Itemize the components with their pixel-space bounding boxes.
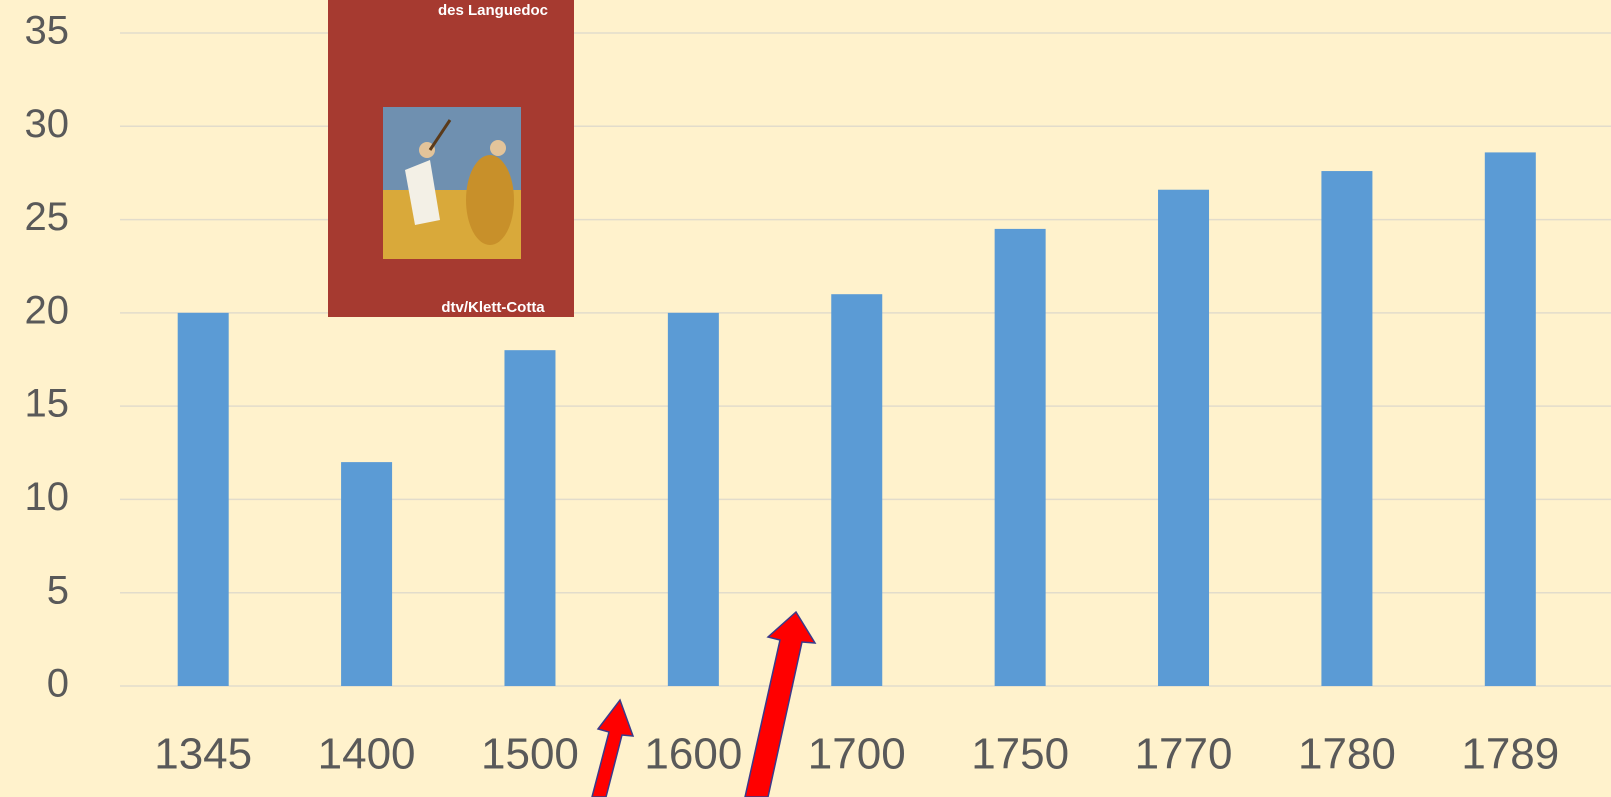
x-tick-label: 1700 — [808, 730, 906, 779]
y-tick-label: 30 — [25, 102, 70, 146]
x-tick-label: 1770 — [1135, 730, 1233, 779]
bars — [177, 152, 1536, 687]
cover-publisher: dtv/Klett-Cotta — [441, 299, 545, 316]
figure — [405, 160, 440, 225]
x-tick-label: 1750 — [971, 730, 1069, 779]
y-tick-label: 25 — [25, 195, 70, 239]
x-tick-label: 1789 — [1461, 730, 1559, 779]
head — [490, 140, 506, 156]
arrow — [744, 610, 817, 797]
arrows — [591, 610, 817, 797]
bar — [831, 294, 883, 686]
bar — [504, 350, 556, 686]
x-tick-label: 1500 — [481, 730, 579, 779]
cover-title: des Languedoc — [438, 2, 548, 19]
y-tick-label: 10 — [25, 475, 70, 519]
y-tick-label: 0 — [47, 662, 69, 706]
bar — [341, 462, 393, 686]
y-tick-label: 35 — [25, 9, 70, 53]
bar — [1484, 152, 1536, 687]
x-tick-label: 1400 — [318, 730, 416, 779]
x-tick-label: 1345 — [154, 730, 252, 779]
x-tick-label: 1600 — [644, 730, 742, 779]
y-tick-label: 20 — [25, 288, 70, 332]
labels: 0 5 10 15 20 25 30 35 1345 1400 1500 1600 1700 1750 17… — [25, 9, 1560, 779]
bar — [994, 228, 1046, 686]
book-cover: des Languedoc dtv/Klett-Cotta — [328, 0, 574, 317]
arrow — [591, 698, 635, 797]
y-tick-label: 5 — [47, 568, 69, 612]
bar — [177, 312, 229, 686]
bar — [667, 312, 719, 686]
bar — [1158, 189, 1210, 686]
bar — [1321, 171, 1373, 686]
flail — [428, 119, 452, 151]
y-tick-label: 15 — [25, 382, 70, 426]
sheaf — [466, 155, 514, 245]
x-tick-label: 1780 — [1298, 730, 1396, 779]
